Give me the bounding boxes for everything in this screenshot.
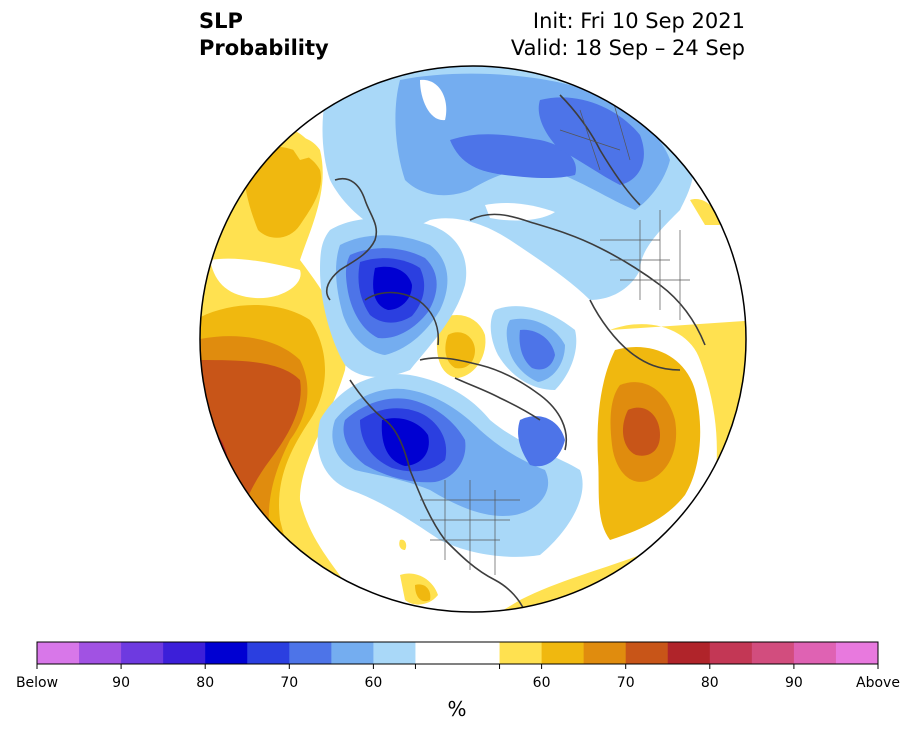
colorbar-cell: [751, 642, 795, 664]
colorbar-unit-label: %: [447, 697, 466, 721]
colorbar-tick-label: 60: [533, 675, 551, 691]
region-eurasia-below: [322, 66, 695, 300]
colorbar-cell: [37, 642, 80, 664]
region-mexico-above-65: [415, 584, 431, 602]
colorbar-cell: [163, 642, 206, 664]
colorbar-cell: [289, 642, 332, 664]
colorbar-tick-label: Below: [16, 675, 58, 691]
colorbar-cell: [457, 642, 501, 664]
colorbar-cell: [667, 642, 711, 664]
colorbar-cell: [835, 642, 879, 664]
map-title-left: SLP Probability: [199, 8, 329, 62]
colorbar-cell: [205, 642, 248, 664]
colorbar-tick-label: 60: [364, 675, 382, 691]
product-label: Probability: [199, 36, 329, 60]
colorbar-tick-label: Above: [856, 675, 900, 691]
colorbar-frame: [36, 641, 879, 665]
colorbar-tick-label: 90: [785, 675, 803, 691]
colorbar-tick-label: 90: [112, 675, 130, 691]
coastlines: [325, 94, 706, 612]
colorbar-cell: [793, 642, 837, 664]
polar-map: [199, 65, 747, 613]
colorbar-tick-label: 70: [280, 675, 298, 691]
region-baja-above: [399, 539, 407, 550]
colorbar-ticks: Below 90 80 70 60 60 70 80 90 Above: [16, 664, 900, 691]
probability-field: [200, 66, 746, 612]
colorbar-tick-label: 80: [701, 675, 719, 691]
colorbar-cell: [625, 642, 669, 664]
colorbar-cell: [541, 642, 585, 664]
globe-outline: [199, 65, 747, 613]
map-title-right: Init: Fri 10 Sep 2021 Valid: 18 Sep – 24…: [511, 8, 745, 62]
colorbar-cells: [37, 642, 879, 664]
colorbar-cell: [415, 642, 458, 664]
valid-range-label: Valid: 18 Sep – 24 Sep: [510, 36, 745, 60]
colorbar-cell: [331, 642, 374, 664]
colorbar-cell: [373, 642, 416, 664]
colorbar-cell: [499, 642, 543, 664]
init-date-label: Init: Fri 10 Sep 2021: [532, 9, 745, 33]
colorbar-tick-label: 80: [196, 675, 214, 691]
borders: [420, 89, 690, 575]
colorbar-cell: [583, 642, 627, 664]
colorbar-cell: [709, 642, 753, 664]
colorbar-cell: [247, 642, 290, 664]
colorbar-tick-label: 70: [617, 675, 635, 691]
region-pacific-below: [320, 218, 467, 377]
colorbar-cell: [121, 642, 164, 664]
colorbar-cell: [79, 642, 122, 664]
variable-label: SLP: [199, 9, 243, 33]
